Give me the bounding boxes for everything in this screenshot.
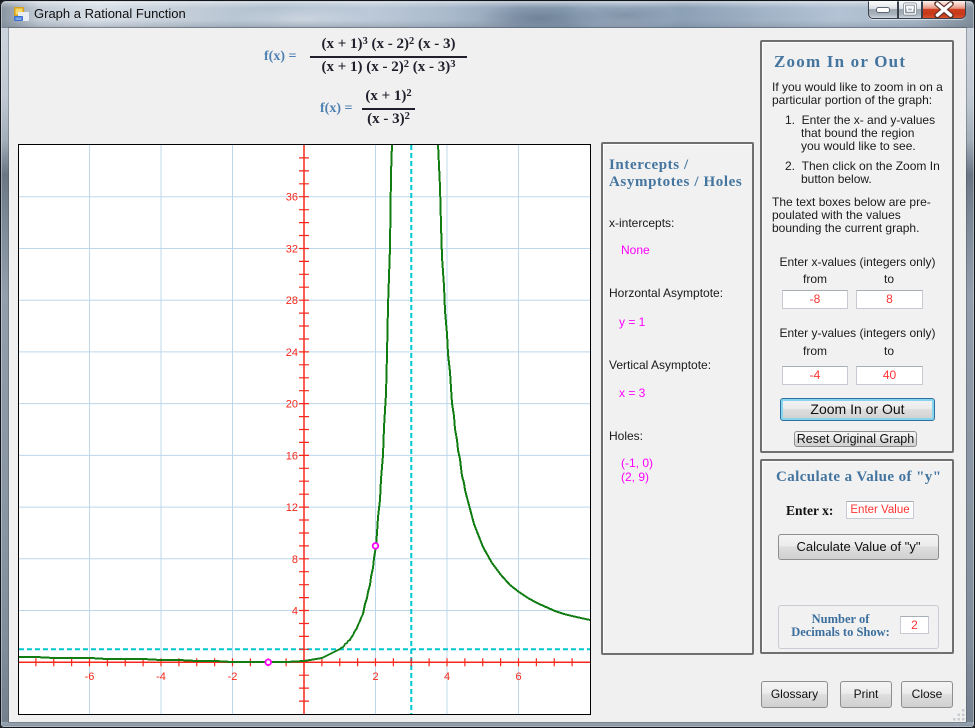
svg-text:36: 36 bbox=[286, 192, 298, 204]
svg-text:12: 12 bbox=[286, 502, 298, 514]
svg-text:24: 24 bbox=[286, 347, 298, 359]
svg-text:16: 16 bbox=[286, 450, 298, 462]
svg-text:8: 8 bbox=[292, 554, 298, 566]
svg-text:2: 2 bbox=[372, 671, 378, 683]
svg-text:-6: -6 bbox=[85, 671, 95, 683]
svg-text:-2: -2 bbox=[228, 671, 238, 683]
svg-text:28: 28 bbox=[286, 295, 298, 307]
svg-text:20: 20 bbox=[286, 399, 298, 411]
svg-text:32: 32 bbox=[286, 244, 298, 256]
svg-text:4: 4 bbox=[444, 671, 450, 683]
svg-text:4: 4 bbox=[292, 606, 298, 618]
svg-text:6: 6 bbox=[515, 671, 521, 683]
svg-text:-4: -4 bbox=[156, 671, 166, 683]
